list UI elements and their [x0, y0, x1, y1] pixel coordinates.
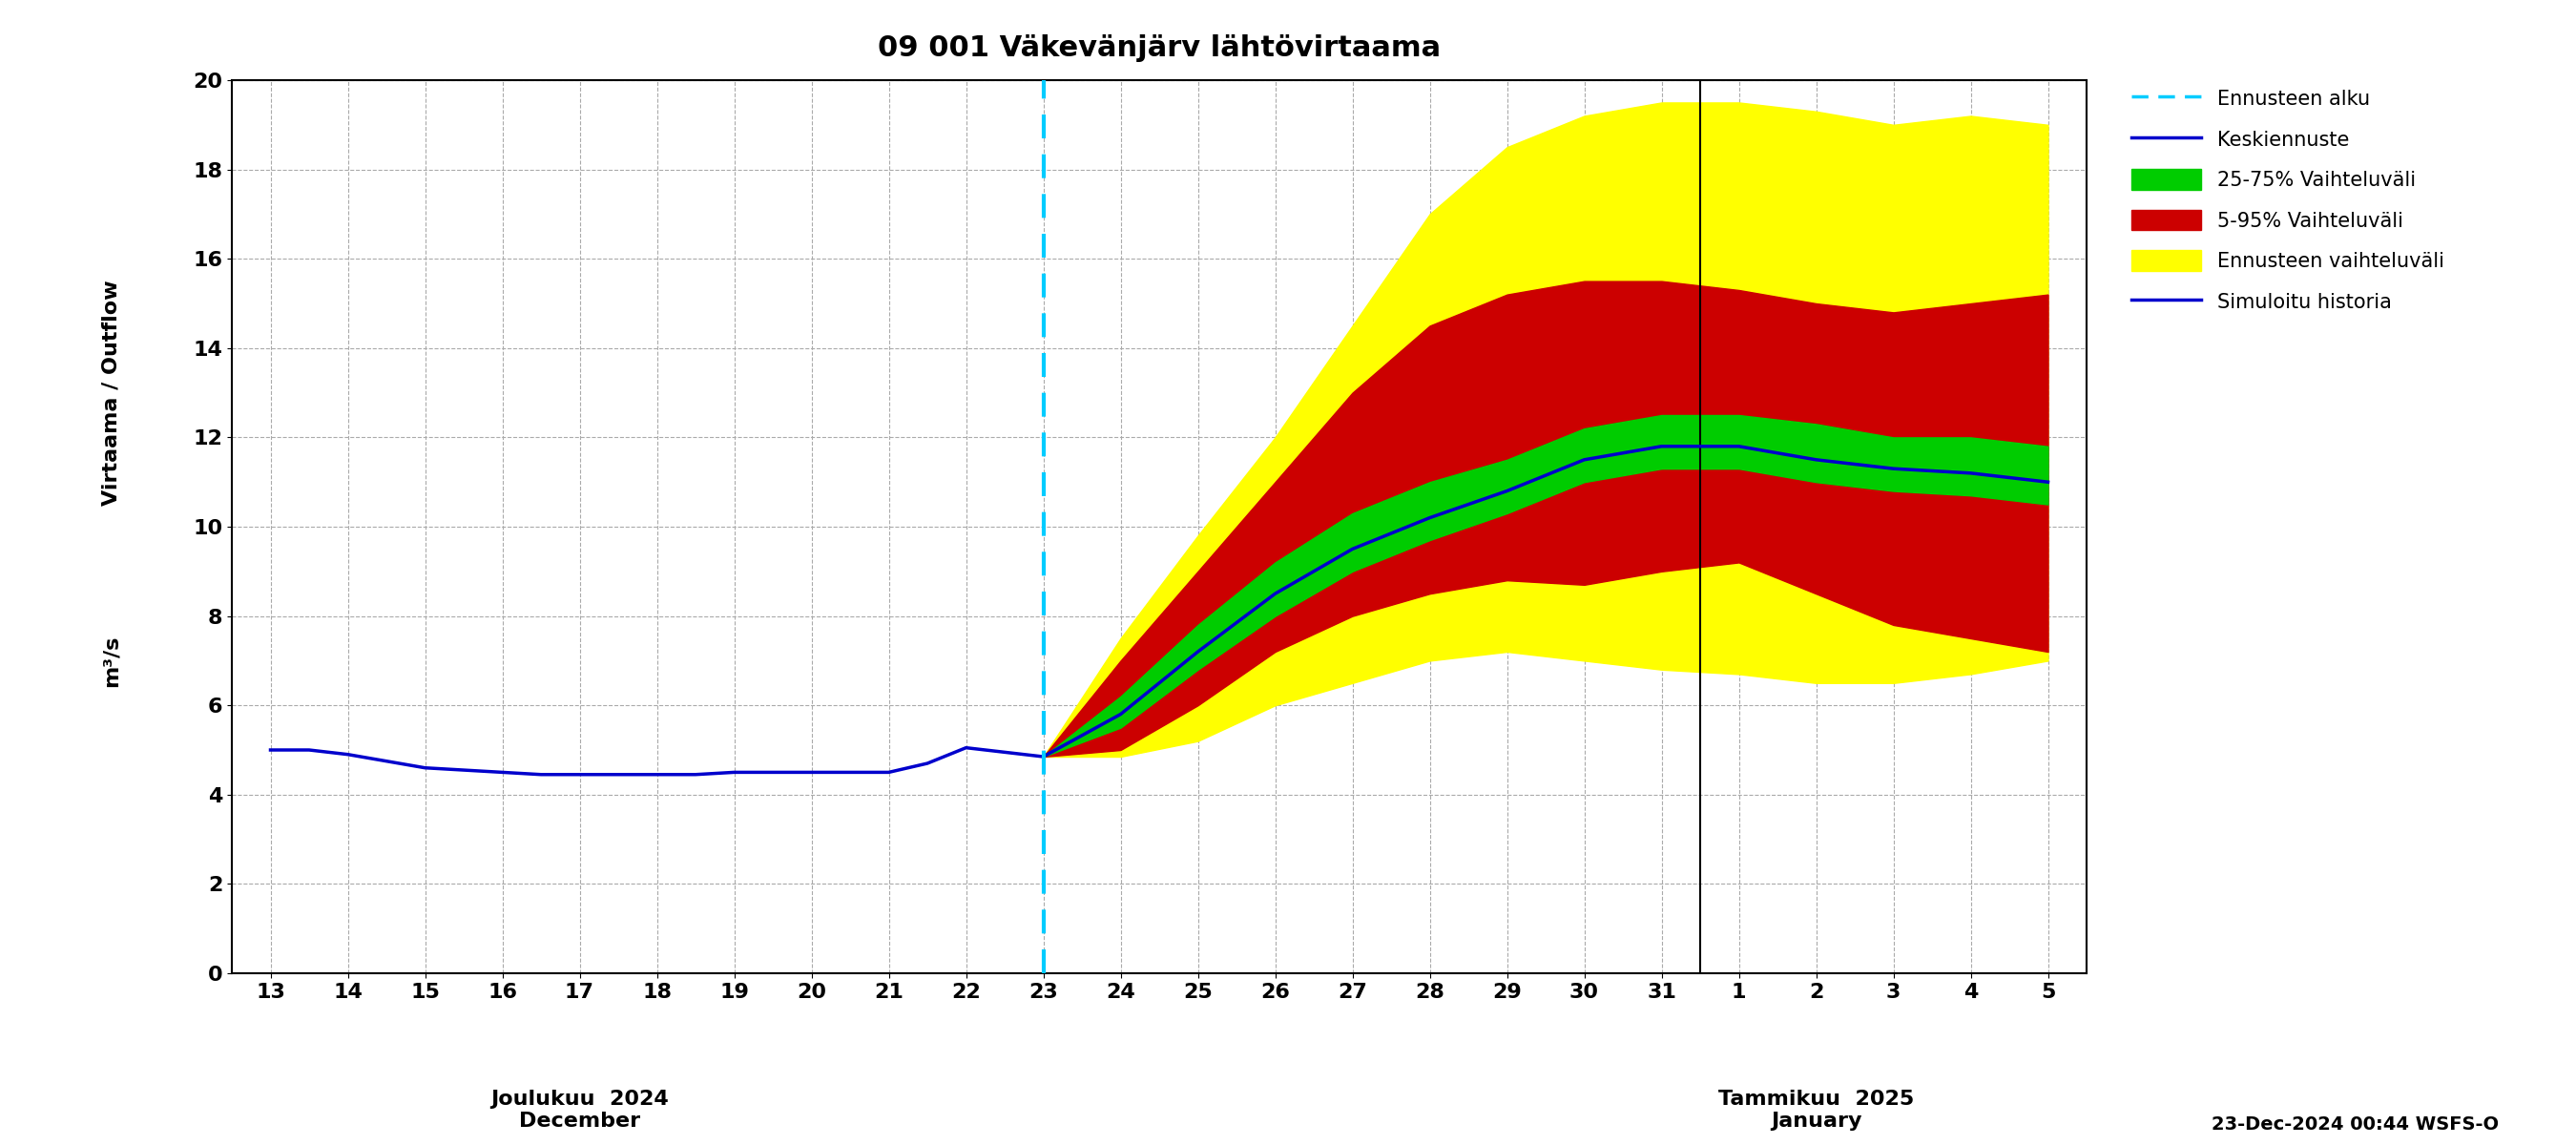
Text: m³/s: m³/s — [100, 634, 121, 687]
Text: Virtaama / Outflow: Virtaama / Outflow — [100, 279, 121, 506]
Legend: Ennusteen alku, Keskiennuste, 25-75% Vaihteluväli, 5-95% Vaihteluväli, Ennusteen: Ennusteen alku, Keskiennuste, 25-75% Vai… — [2123, 80, 2452, 319]
Text: 09 001 Väkevänjärv lähtövirtaama: 09 001 Väkevänjärv lähtövirtaama — [878, 34, 1440, 62]
Text: Joulukuu  2024
December: Joulukuu 2024 December — [489, 1089, 670, 1130]
Text: 23-Dec-2024 00:44 WSFS-O: 23-Dec-2024 00:44 WSFS-O — [2210, 1115, 2499, 1134]
Text: Tammikuu  2025
January: Tammikuu 2025 January — [1718, 1089, 1914, 1130]
